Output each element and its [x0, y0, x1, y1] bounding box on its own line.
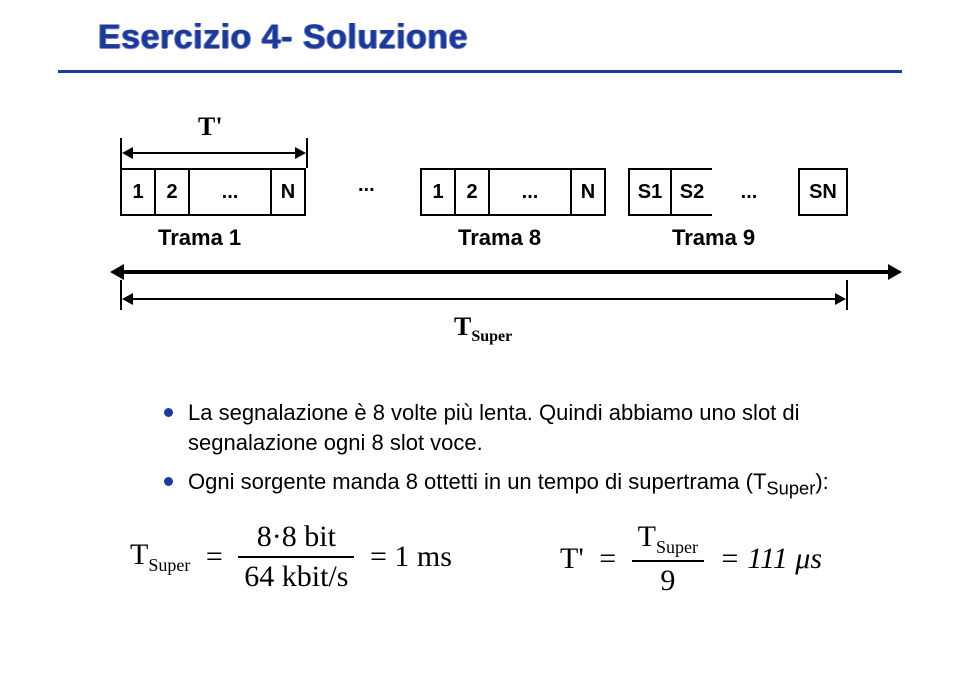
f1-lhs: TSuper: [130, 538, 190, 571]
f1-den: 64 kbit/s: [238, 558, 354, 594]
f2-den: 9: [632, 562, 704, 598]
slide-title: Esercizio 4- Soluzione: [98, 18, 960, 57]
inter-frame-ellipsis: ...: [358, 174, 375, 197]
title-underline: [58, 70, 902, 73]
formula-1: TSuper = 8·8 bit 64 kbit/s = 1 ms: [130, 520, 452, 594]
bullet-2: Ogni sorgente manda 8 ottetti in un temp…: [160, 467, 870, 501]
frame8-cell-2: 2: [454, 168, 490, 216]
t-prime-arrow: [124, 152, 304, 154]
f2-lhs: T': [560, 542, 584, 575]
t-super-arrow: [124, 298, 844, 300]
t-prime-label: T': [198, 112, 223, 142]
bullet-1: La segnalazione è 8 volte più lenta. Qui…: [160, 398, 870, 457]
bullet-list: La segnalazione è 8 volte più lenta. Qui…: [120, 398, 870, 512]
frame8-cell-n: N: [570, 168, 606, 216]
frame9-cell-s1: S1: [628, 168, 672, 216]
super-tick-right: [846, 280, 848, 310]
t-super-label: TSuper: [454, 312, 512, 346]
frame9-cell-sn: SN: [798, 168, 848, 216]
frame1-cell-2: 2: [154, 168, 190, 216]
f2-rhs: = 111 μs: [711, 542, 822, 575]
f2-eq1: =: [591, 542, 624, 575]
baseline-arrow: [114, 270, 898, 274]
formula-2: T' = TSuper 9 = 111 μs: [560, 520, 822, 598]
timing-diagram: T' 1 2 ... N ... 1 2 ... N S1 S2 ... SN …: [120, 110, 840, 330]
frame9-label: Trama 9: [672, 225, 755, 251]
slide-title-wrap: Esercizio 4- Soluzione: [0, 0, 960, 57]
frame9-cell-s2: S2: [670, 168, 714, 216]
f2-frac: TSuper 9: [632, 520, 704, 598]
f2-num: TSuper: [632, 520, 704, 562]
frame-labels: Trama 1 Trama 8 Trama 9: [120, 225, 840, 255]
frame8-cell-1: 1: [420, 168, 456, 216]
frame8-cell-ellipsis: ...: [488, 168, 572, 216]
frame9-cell-ellipsis: ...: [712, 168, 786, 216]
frame8-label: Trama 8: [458, 225, 541, 251]
frame1-label: Trama 1: [158, 225, 241, 251]
f1-num: 8·8 bit: [238, 520, 354, 558]
frame1-cell-ellipsis: ...: [188, 168, 272, 216]
frame1-cell-1: 1: [120, 168, 156, 216]
frame1-cell-n: N: [270, 168, 306, 216]
f1-frac: 8·8 bit 64 kbit/s: [238, 520, 354, 594]
f1-eq1: =: [198, 540, 231, 573]
tick-right: [306, 138, 308, 168]
formula-area: TSuper = 8·8 bit 64 kbit/s = 1 ms T' = T…: [130, 510, 900, 650]
f1-rhs: = 1 ms: [362, 540, 452, 573]
